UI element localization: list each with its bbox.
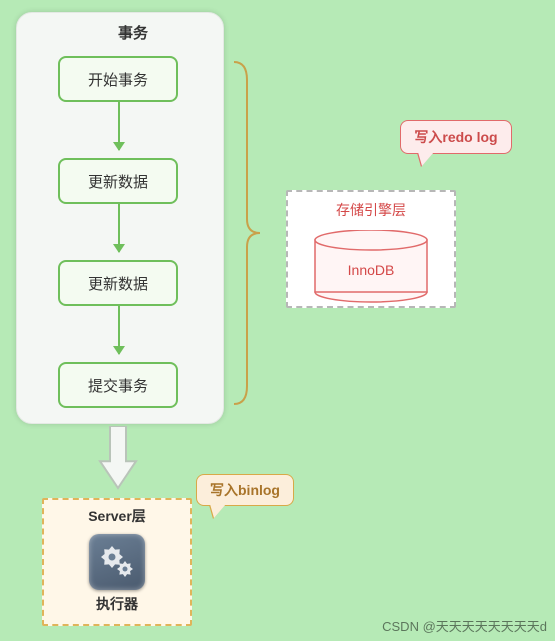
curly-brace-icon — [232, 60, 262, 406]
step-box-1: 更新数据 — [58, 158, 178, 204]
svg-text:InnoDB: InnoDB — [348, 262, 395, 278]
watermark: CSDN @天天天天天天天天d — [382, 616, 547, 635]
step-box-3: 提交事务 — [58, 362, 178, 408]
gear-svg-icon — [97, 542, 137, 582]
innodb-cylinder-icon: InnoDB — [313, 230, 429, 306]
transaction-title: 事务 — [118, 22, 148, 43]
arrow-0 — [118, 102, 120, 150]
server-sub: 执行器 — [44, 594, 190, 614]
binlog-callout-tail-icon — [210, 504, 226, 518]
arrow-1 — [118, 204, 120, 252]
big-arrow-icon — [98, 426, 138, 490]
redo-callout-tail-icon — [418, 152, 434, 166]
redo-log-callout: 写入redo log — [400, 120, 512, 154]
binlog-callout: 写入binlog — [196, 474, 294, 506]
gear-icon — [89, 534, 145, 590]
binlog-text: 写入binlog — [210, 480, 280, 500]
server-title: Server层 — [44, 506, 190, 526]
step-box-2: 更新数据 — [58, 260, 178, 306]
redo-log-text: 写入redo log — [414, 127, 497, 147]
storage-layer-box: 存储引擎层 InnoDB — [286, 190, 456, 308]
diagram-canvas: 事务 写入redo log 存储引擎层 InnoDB 写入binlog Serv… — [0, 0, 555, 641]
step-box-0: 开始事务 — [58, 56, 178, 102]
storage-title: 存储引擎层 — [288, 200, 454, 220]
server-layer-box: Server层 执行器 — [42, 498, 192, 626]
arrow-2 — [118, 306, 120, 354]
